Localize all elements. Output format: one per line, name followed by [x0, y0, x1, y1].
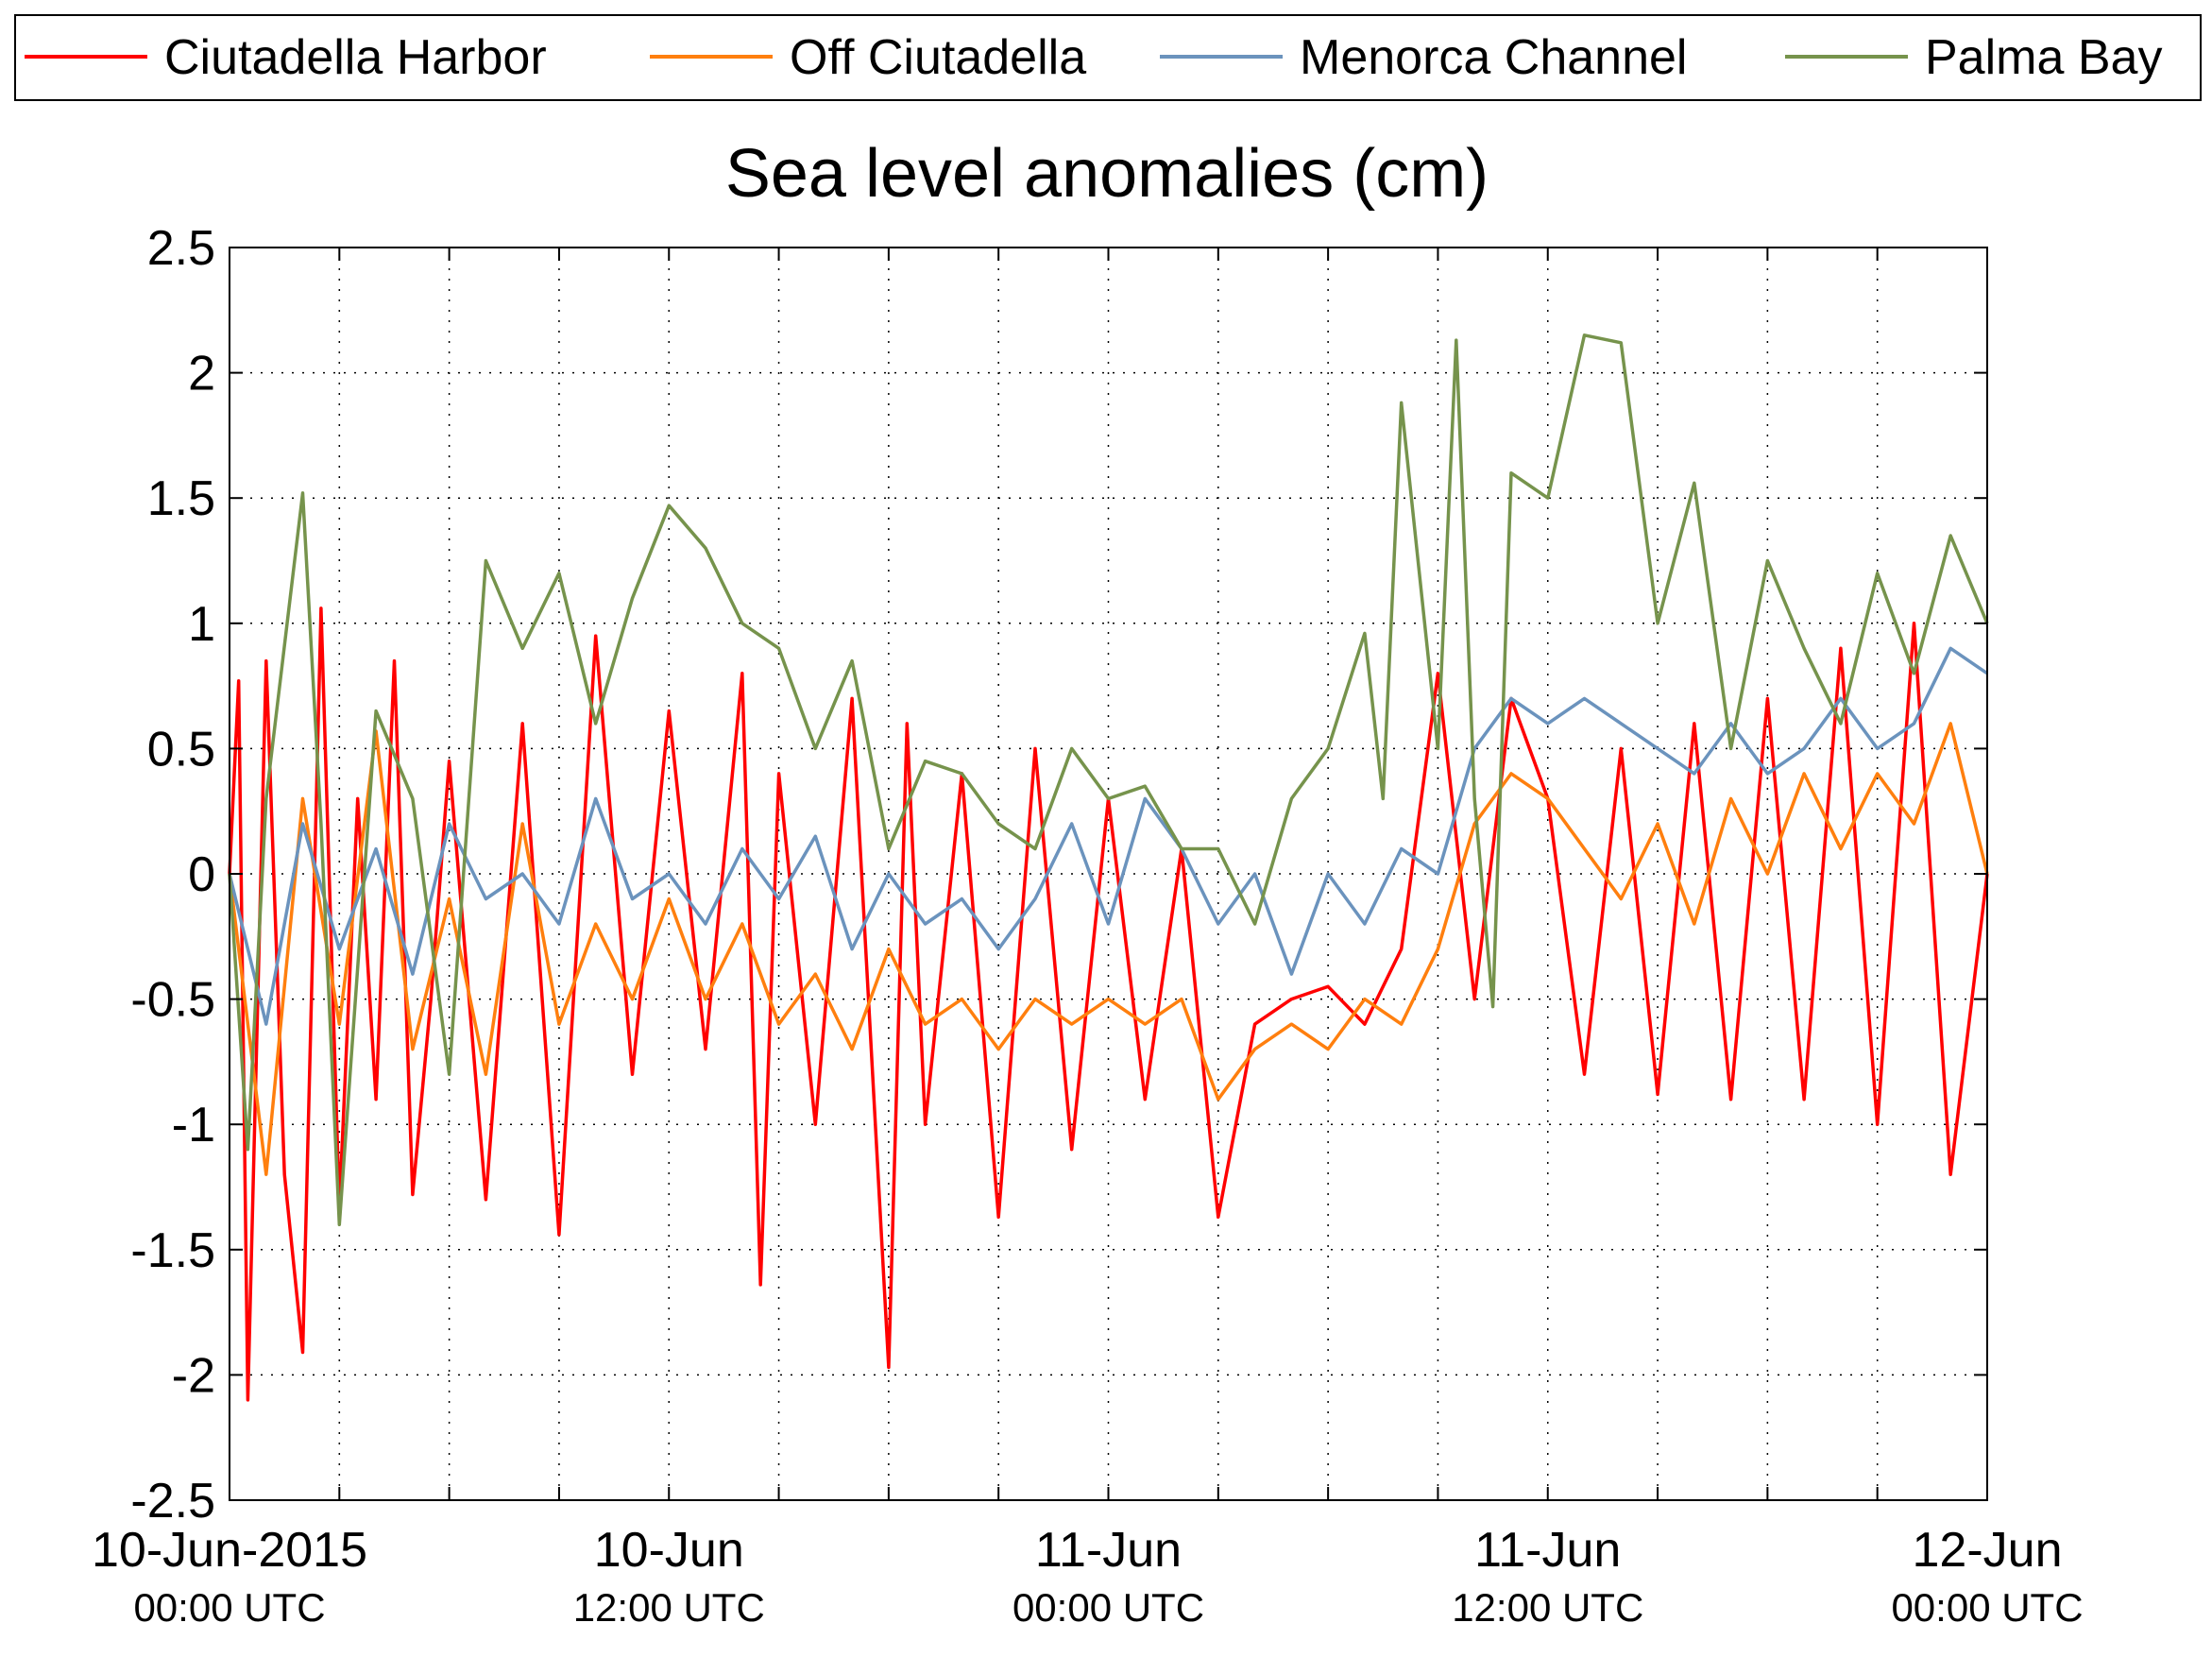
- legend: Ciutadella Harbor Off Ciutadella Menorca C…: [25, 30, 2162, 85]
- x-tick-sublabel: 00:00 UTC: [1012, 1585, 1204, 1630]
- y-tick-label: -0.5: [130, 973, 215, 1028]
- y-tick-label: 1.5: [147, 471, 215, 526]
- y-tick-label: 2.5: [147, 221, 215, 276]
- x-tick-label: 12-Jun: [1913, 1523, 2063, 1578]
- series-lines: [228, 333, 1989, 1402]
- legend-label: Palma Bay: [1925, 30, 2162, 85]
- legend-label: Off Ciutadella: [790, 30, 1086, 85]
- y-axis: 2.5 2 1.5 1 0.5 0 -0.5 -1 -1.5 -2 -2.5: [130, 221, 1987, 1529]
- x-tick-label: 10-Jun: [594, 1523, 744, 1578]
- x-tick-sublabel: 00:00 UTC: [1891, 1585, 2083, 1630]
- legend-label: Menorca Channel: [1300, 30, 1687, 85]
- x-tick-label: 10-Jun-2015: [92, 1523, 367, 1578]
- x-axis: 10-Jun-2015 00:00 UTC 10-Jun 12:00 UTC 11-Ju…: [92, 248, 2084, 1630]
- x-tick-sublabel: 12:00 UTC: [1452, 1585, 1643, 1630]
- legend-label: Ciutadella Harbor: [164, 30, 547, 85]
- y-tick-label: -2.5: [130, 1474, 215, 1529]
- chart-title: Sea level anomalies (cm): [725, 136, 1489, 212]
- series-line-palma-bay: [228, 333, 1989, 1227]
- grid: [230, 248, 1987, 1500]
- series-line-menorca-channel: [228, 646, 1988, 1026]
- y-tick-label: -1: [172, 1098, 215, 1153]
- y-tick-label: -1.5: [130, 1223, 215, 1278]
- y-tick-label: 1: [188, 597, 215, 652]
- y-tick-label: 0.5: [147, 722, 215, 777]
- x-tick-sublabel: 12:00 UTC: [573, 1585, 765, 1630]
- x-tick-label: 11-Jun: [1035, 1523, 1182, 1578]
- y-tick-label: 0: [188, 847, 215, 902]
- y-tick-label: -2: [172, 1348, 215, 1403]
- series-line-off-ciutadella: [228, 722, 1989, 1176]
- x-tick-label: 11-Jun: [1474, 1523, 1621, 1578]
- x-tick-sublabel: 00:00 UTC: [133, 1585, 325, 1630]
- y-tick-label: 2: [188, 347, 215, 401]
